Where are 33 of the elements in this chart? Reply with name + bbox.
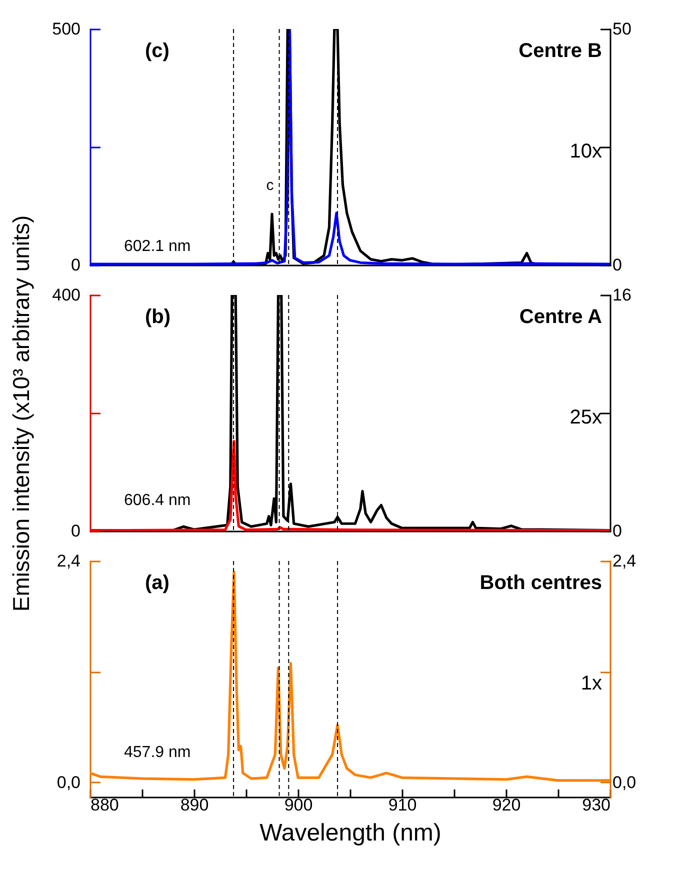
y2-tick-label: 16 [612,286,632,304]
annotation: 10x [570,140,602,163]
annotation: 1x [580,672,602,695]
annotation: 602.1 nm [124,238,191,255]
y2-tick-label: 0,0 [612,772,636,792]
x-tick-label: 890 [180,796,209,814]
y2-tick-label: 2,4 [612,552,636,570]
x-tick-label: 930 [582,796,610,814]
y-tick-label: 0,0 [56,772,80,792]
y2-tick-label: 0 [612,522,622,540]
x-tick-label: 910 [388,796,417,814]
annotation: 25x [570,406,602,429]
annotation: Centre B [518,40,602,62]
y2-tick-label: 50 [612,20,632,38]
annotation: 606.4 nm [124,492,191,509]
y2-tick-label: 0 [612,256,622,274]
y-axis-title: Emission intensity (x10³ arbitrary units) [8,215,34,612]
y-tick-label: 0 [71,256,80,274]
annotation: (b) [145,306,171,328]
x-tick-label: 900 [284,796,313,814]
y-tick-label: 400 [52,286,80,304]
x-tick-label: 880 [90,796,119,814]
x-axis-title: Wavelength (nm) [260,820,442,846]
x-tick-label: 920 [492,796,521,814]
annotation: c [266,176,274,194]
y-tick-label: 2,4 [56,552,80,570]
annotation: Both centres [480,572,602,594]
annotation: (a) [145,572,170,594]
annotation: Centre A [519,306,602,328]
annotation: (c) [145,40,170,62]
y-tick-label: 0 [71,522,80,540]
annotation: 457.9 nm [124,744,191,761]
y-tick-label: 500 [52,20,80,38]
